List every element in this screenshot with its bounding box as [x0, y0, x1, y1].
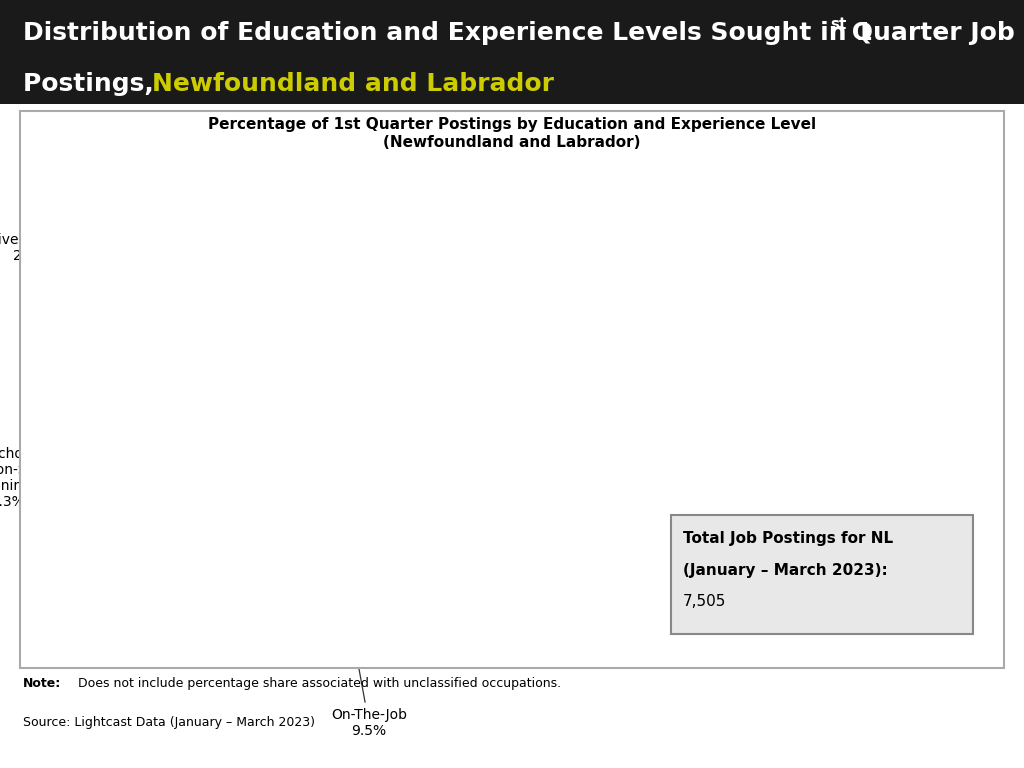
Wedge shape	[358, 321, 567, 590]
Text: Distribution of Education and Experience Levels Sought in 1: Distribution of Education and Experience…	[23, 21, 872, 45]
Text: Percentage of 1st Quarter Postings by Education and Experience Level: Percentage of 1st Quarter Postings by Ed…	[208, 117, 816, 132]
Text: Note:: Note:	[23, 677, 60, 690]
Text: Management Experience
10.3%: Management Experience 10.3%	[249, 442, 835, 502]
Text: Does not include percentage share associated with unclassified occupations.: Does not include percentage share associ…	[74, 677, 561, 690]
Text: (Newfoundland and Labrador): (Newfoundland and Labrador)	[383, 134, 641, 150]
Text: Total Job Postings for NL: Total Job Postings for NL	[683, 531, 893, 547]
Text: Quarter Job: Quarter Job	[843, 21, 1015, 45]
Wedge shape	[358, 175, 557, 384]
Text: Newfoundland and Labrador: Newfoundland and Labrador	[152, 71, 554, 96]
Wedge shape	[174, 384, 358, 574]
Text: On-The-Job
9.5%: On-The-Job 9.5%	[331, 548, 407, 738]
Wedge shape	[150, 175, 358, 482]
Text: High School or
Occupation-Specific
Training
27.3%: High School or Occupation-Specific Train…	[0, 447, 495, 509]
Text: st: st	[830, 17, 847, 32]
Text: Postings,: Postings,	[23, 71, 162, 96]
Text: College Level
32.8%: College Level 32.8%	[221, 254, 775, 300]
Text: 7,505: 7,505	[683, 594, 726, 609]
Text: University Level
20.1%: University Level 20.1%	[0, 233, 452, 263]
Text: Source: Lightcast Data (January – March 2023): Source: Lightcast Data (January – March …	[23, 716, 314, 729]
Text: (January – March 2023):: (January – March 2023):	[683, 563, 888, 578]
Wedge shape	[270, 384, 392, 593]
